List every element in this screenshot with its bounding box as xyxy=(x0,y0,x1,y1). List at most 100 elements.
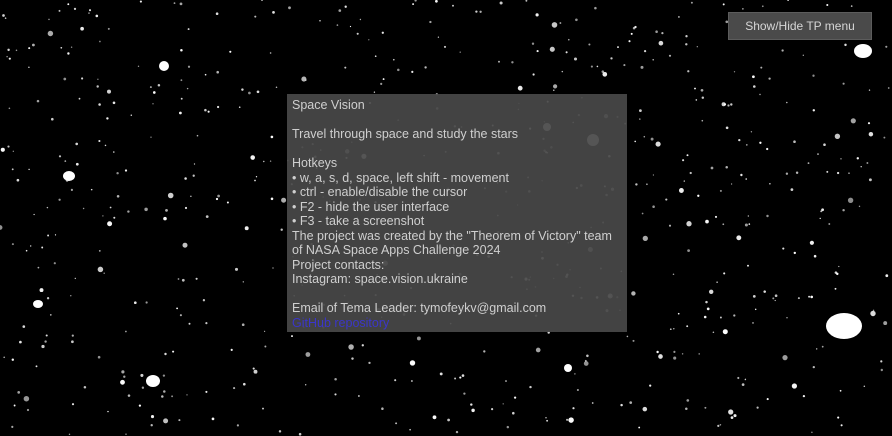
star xyxy=(673,350,676,353)
star xyxy=(850,118,856,124)
star xyxy=(686,325,689,328)
toggle-tp-menu-button[interactable]: Show/Hide TP menu xyxy=(728,12,872,40)
star xyxy=(719,189,722,192)
star xyxy=(8,107,11,110)
star xyxy=(551,22,558,28)
star xyxy=(368,39,370,41)
star xyxy=(704,406,707,409)
star xyxy=(51,117,54,121)
star xyxy=(395,422,398,425)
star xyxy=(658,354,663,359)
star xyxy=(842,208,845,212)
star xyxy=(652,174,655,176)
star xyxy=(470,403,473,406)
star xyxy=(435,0,438,3)
star xyxy=(150,424,153,427)
star xyxy=(141,386,145,389)
star xyxy=(559,22,562,24)
star xyxy=(113,216,116,219)
star xyxy=(71,403,75,406)
star xyxy=(150,136,152,138)
star xyxy=(98,103,101,106)
star xyxy=(649,384,652,387)
star xyxy=(791,383,798,389)
star xyxy=(152,91,156,94)
star xyxy=(681,353,684,355)
star xyxy=(60,46,63,49)
star xyxy=(97,266,104,273)
star xyxy=(705,300,708,304)
contacts-heading: Project contacts: xyxy=(292,257,385,272)
star xyxy=(106,117,109,120)
star xyxy=(811,431,813,433)
star xyxy=(90,188,93,191)
star xyxy=(631,291,636,296)
star xyxy=(738,138,741,142)
star xyxy=(766,147,769,151)
github-repository-link[interactable]: GitHub repository xyxy=(292,315,390,330)
star xyxy=(665,198,668,201)
star xyxy=(269,52,272,54)
star xyxy=(868,89,871,91)
star xyxy=(81,77,84,80)
panel-tagline: Travel through space and study the stars xyxy=(292,127,519,141)
star xyxy=(3,356,6,359)
star xyxy=(756,406,759,409)
star xyxy=(535,13,539,17)
star xyxy=(270,135,274,139)
star xyxy=(883,136,886,139)
star xyxy=(39,288,44,293)
hotkey-item: • w, a, s, d, space, left shift - moveme… xyxy=(292,170,509,185)
star xyxy=(226,201,229,204)
star xyxy=(188,322,191,325)
hotkey-item: • ctrl - enable/disable the cursor xyxy=(292,185,468,199)
star xyxy=(13,404,16,407)
star xyxy=(32,43,35,47)
star xyxy=(78,97,81,100)
star xyxy=(374,55,377,58)
star xyxy=(261,0,263,2)
credits-text: The project was created by the "Theorem … xyxy=(292,228,612,258)
star xyxy=(716,281,718,283)
star xyxy=(812,109,816,112)
star xyxy=(207,110,210,113)
star xyxy=(727,104,730,107)
star xyxy=(53,262,56,265)
star xyxy=(748,223,751,225)
star xyxy=(180,49,183,52)
star xyxy=(828,223,831,225)
star xyxy=(840,424,843,427)
star xyxy=(138,404,142,407)
star xyxy=(252,367,255,370)
star xyxy=(545,417,547,419)
star xyxy=(863,385,866,387)
star xyxy=(127,210,130,213)
star xyxy=(15,49,18,52)
star xyxy=(722,329,728,335)
star xyxy=(502,403,504,405)
star xyxy=(483,350,486,353)
star xyxy=(517,85,523,91)
star xyxy=(705,219,709,224)
star xyxy=(737,376,740,380)
star xyxy=(768,77,771,80)
star xyxy=(790,188,794,191)
star xyxy=(617,46,619,49)
star xyxy=(721,102,726,107)
star xyxy=(655,141,661,147)
star xyxy=(628,40,631,43)
star xyxy=(173,2,176,5)
star xyxy=(12,150,14,152)
star xyxy=(25,249,28,252)
star xyxy=(821,345,824,348)
hotkey-item: • F2 - hide the user interface xyxy=(292,199,450,214)
star xyxy=(409,428,411,431)
star xyxy=(786,317,788,319)
star xyxy=(725,166,728,169)
star xyxy=(826,170,829,173)
star xyxy=(88,12,90,14)
star xyxy=(58,155,62,158)
star xyxy=(179,314,182,317)
star xyxy=(35,365,38,368)
star xyxy=(795,171,799,174)
